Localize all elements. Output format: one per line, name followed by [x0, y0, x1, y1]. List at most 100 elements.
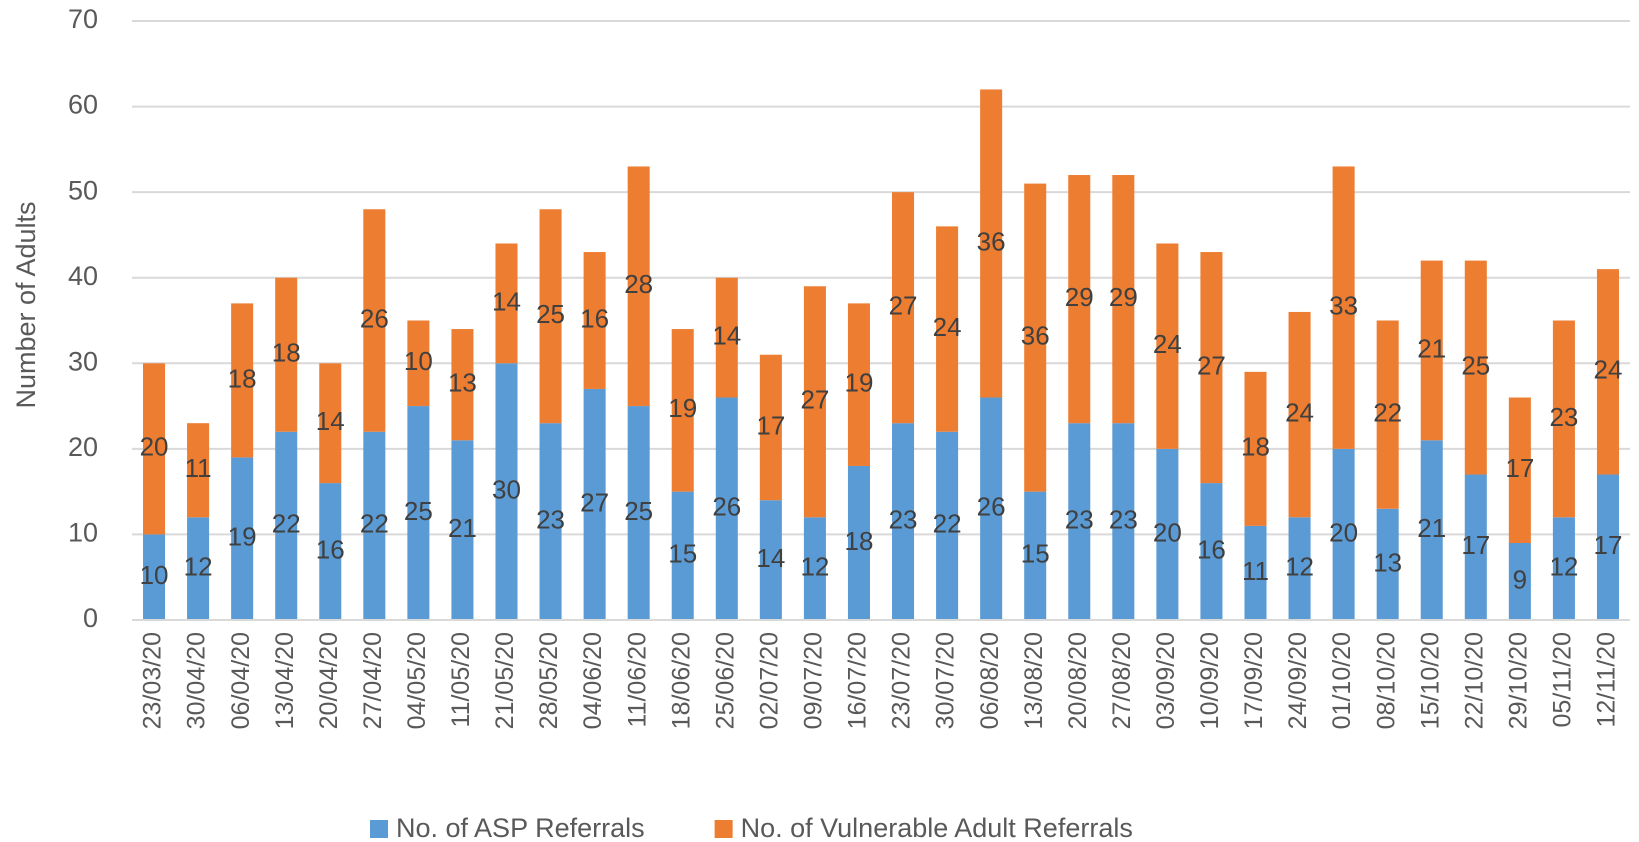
bar-segment	[1596, 269, 1619, 475]
bar-segment	[759, 500, 782, 620]
bar-segment	[1508, 397, 1531, 543]
bar-segment	[1376, 320, 1399, 509]
x-tick-label: 16/07/20	[844, 632, 872, 729]
x-tick-label: 01/10/20	[1328, 632, 1356, 729]
data-label: 10	[140, 560, 169, 590]
bar-segment	[1420, 440, 1443, 620]
data-label: 21	[1417, 513, 1446, 543]
x-tick-label: 10/09/20	[1196, 632, 1224, 729]
x-tick-label: 04/05/20	[403, 632, 431, 729]
bar-segment	[407, 320, 430, 407]
bar-segment	[1552, 320, 1575, 518]
data-label: 14	[316, 406, 345, 436]
x-tick-label: 20/04/20	[315, 632, 343, 729]
data-label: 17	[1461, 530, 1490, 560]
x-tick-label: 25/06/20	[711, 632, 739, 729]
data-label: 11	[1242, 556, 1269, 586]
bar-segment	[1156, 448, 1179, 620]
data-label: 25	[1461, 350, 1490, 380]
data-label: 19	[668, 393, 697, 423]
y-tick-label: 70	[68, 4, 98, 34]
data-label: 24	[933, 312, 962, 342]
data-label: 18	[1241, 432, 1270, 462]
data-label: 24	[1594, 355, 1623, 385]
x-tick-label: 08/10/20	[1372, 632, 1400, 729]
x-tick-label: 06/04/20	[227, 632, 255, 729]
bar-segment	[1508, 542, 1531, 620]
legend-swatch	[714, 820, 733, 838]
bar-segment	[275, 431, 298, 620]
data-label: 23	[536, 504, 565, 534]
data-label: 30	[492, 475, 521, 505]
data-label: 22	[1373, 398, 1402, 428]
x-tick-label: 05/11/20	[1549, 632, 1577, 727]
data-label: 22	[360, 509, 389, 539]
x-tick-label: 22/10/20	[1460, 632, 1488, 729]
data-label: 20	[140, 432, 169, 462]
data-label: 27	[800, 385, 829, 415]
x-tick-label: 20/08/20	[1064, 632, 1092, 729]
bar-segment	[407, 406, 430, 620]
data-label: 24	[1153, 329, 1182, 359]
bar-segment	[231, 303, 254, 458]
data-label: 17	[1505, 453, 1534, 483]
bar-segment	[671, 329, 694, 492]
bar-segment	[583, 388, 606, 620]
y-tick-label: 30	[68, 346, 98, 376]
bar-segment	[231, 457, 254, 620]
bar-segment	[319, 483, 342, 620]
data-label: 19	[228, 522, 257, 552]
bar-segment	[363, 209, 386, 432]
x-tick-label: 28/05/20	[535, 632, 563, 729]
bar-segment	[847, 303, 870, 466]
data-label: 16	[1197, 534, 1226, 564]
data-label: 12	[1285, 552, 1314, 582]
data-label: 15	[668, 539, 697, 569]
data-label: 9	[1513, 564, 1527, 594]
bar-segment	[1464, 474, 1487, 620]
bar-segment	[1552, 517, 1575, 620]
data-label: 12	[184, 552, 213, 582]
bar-segment	[936, 226, 959, 432]
y-tick-label: 20	[68, 432, 98, 462]
bar-segment	[715, 277, 738, 398]
bar-segment	[759, 354, 782, 501]
x-tick-label: 21/05/20	[491, 632, 519, 729]
data-label: 20	[1153, 517, 1182, 547]
bar-segment	[451, 440, 474, 620]
data-label: 26	[712, 492, 741, 522]
data-label: 24	[1285, 398, 1314, 428]
data-label: 22	[933, 509, 962, 539]
bar-segment	[980, 397, 1003, 620]
data-label: 21	[1417, 333, 1446, 363]
x-tick-label: 13/04/20	[271, 632, 299, 729]
bar-segment	[1024, 491, 1047, 620]
bar-segment	[275, 277, 298, 432]
bar-segment	[495, 363, 518, 620]
x-tick-label: 04/06/20	[579, 632, 607, 729]
data-label: 18	[845, 526, 874, 556]
data-label: 12	[800, 552, 829, 582]
data-label: 29	[1109, 282, 1138, 312]
bar-segment	[539, 209, 562, 424]
bar-segment	[1332, 448, 1355, 620]
x-tick-label: 06/08/20	[976, 632, 1004, 729]
data-label: 13	[1373, 547, 1402, 577]
data-label: 36	[1021, 320, 1050, 350]
bar-segment	[143, 534, 166, 620]
bar-segment	[627, 406, 650, 620]
bar-segment	[980, 89, 1003, 398]
data-label: 15	[1021, 539, 1050, 569]
x-tick-label: 03/09/20	[1152, 632, 1180, 729]
data-label: 27	[580, 487, 609, 517]
bar-segment	[319, 363, 342, 484]
bar-segment	[1244, 525, 1267, 620]
bar-segment	[715, 397, 738, 620]
x-tick-label: 17/09/20	[1240, 632, 1268, 729]
data-label: 18	[228, 363, 257, 393]
x-tick-label: 11/05/20	[447, 632, 475, 727]
data-label: 22	[272, 509, 301, 539]
data-label: 28	[624, 269, 653, 299]
data-label: 23	[1065, 504, 1094, 534]
bar-segment	[1332, 166, 1355, 449]
